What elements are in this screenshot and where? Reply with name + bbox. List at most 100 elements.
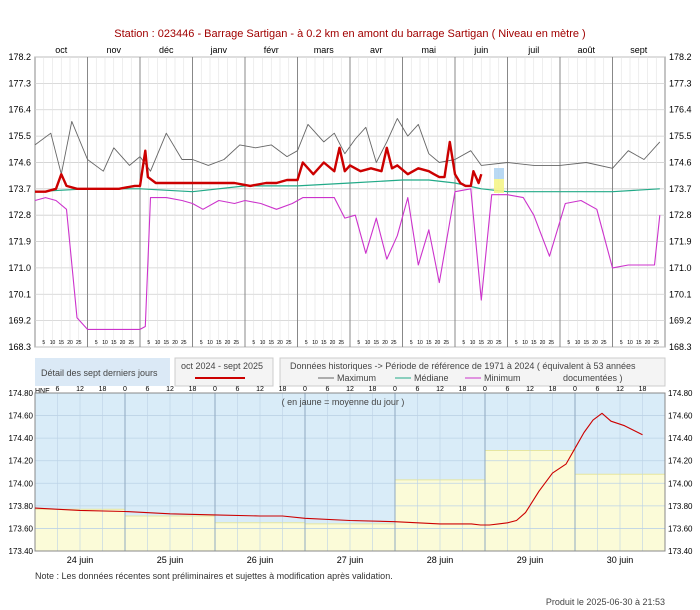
day-tick-label: 10 [207,340,213,346]
day-tick-label: 5 [567,340,570,346]
day-tick-label: 10 [365,340,371,346]
period-box [174,357,274,387]
day-tick-label: 25 [233,340,239,346]
hour-label: 18 [279,386,287,393]
day-tick-label: 20 [120,340,126,346]
month-label: mars [314,45,334,55]
day-tick-label: 20 [67,340,73,346]
month-labels: oct nov déc janv févr mars avr mai juin juil août s… [55,45,648,55]
month-label: nov [106,45,121,55]
hne-label: HNE [35,388,50,395]
detail-y-tick-right: 173.80 [668,502,693,511]
annual-y-tick-right: 176.4 [669,105,692,115]
day-tick-label: 5 [305,340,308,346]
day-tick-label: 10 [470,340,476,346]
day-tick-label: 5 [515,340,518,346]
seven-days-label: Détail des sept derniers jours [41,368,158,378]
detail-y-tick-right: 173.40 [668,547,693,556]
detail-y-tick-left: 174.80 [9,389,34,398]
detail-y-tick-left: 174.60 [9,412,34,421]
annual-y-tick-right: 169.2 [669,316,692,326]
detail-y-tick-left: 174.00 [9,479,34,488]
day-tick-label: 20 [277,340,283,346]
produced-stamp: Produit le 2025-06-30 à 21:53 [546,597,665,607]
hour-label: 0 [213,386,217,393]
hour-label: 18 [189,386,197,393]
hour-label: 12 [346,386,354,393]
detail-y-tick-right: 173.60 [668,524,693,533]
detail-y-tick-left: 173.40 [9,547,34,556]
annual-y-tick-left: 173.7 [8,184,31,194]
annual-y-tick-left: 172.8 [8,210,31,220]
day-labels: 24 juin 25 juin 26 juin 27 juin 28 juin 29 ju… [67,555,634,565]
hour-label: 18 [369,386,377,393]
annual-y-tick-right: 175.5 [669,131,692,141]
hour-label: 18 [639,386,647,393]
day-tick-label: 5 [200,340,203,346]
day-tick-label: 25 [286,340,292,346]
annual-chart: oct nov déc janv févr mars avr mai juin juil août s… [8,45,691,352]
day-tick-label: 15 [373,340,379,346]
hour-label: 6 [326,386,330,393]
day-label: 28 juin [427,555,454,565]
seven-days-box [35,358,170,386]
detail-series-niveau [34,412,643,526]
day-tick-label: 25 [653,340,659,346]
day-tick-label: 20 [540,340,546,346]
day-tick-label: 5 [620,340,623,346]
detail-series [34,412,643,526]
annual-y-tick-left: 174.6 [8,157,31,167]
annual-y-tick-left: 170.1 [8,289,31,299]
detail-y-tick-right: 174.40 [668,434,693,443]
annual-y-tick-left: 178.2 [8,52,31,62]
hour-label: 6 [506,386,510,393]
detail-y-axis-left: 174.80 174.60 174.40 174.20 174.00 173.80 173.… [9,389,34,556]
hour-label: 6 [236,386,240,393]
hour-label: 0 [123,386,127,393]
day-tick-label: 10 [417,340,423,346]
detail-y-tick-right: 174.80 [668,389,693,398]
day-tick-label: 25 [443,340,449,346]
detail-y-tick-left: 174.40 [9,434,34,443]
hour-label: 0 [303,386,307,393]
day-tick-label: 15 [268,340,274,346]
day-tick-label: 20 [330,340,336,346]
month-label: juin [473,45,488,55]
month-label: juil [527,45,539,55]
hour-label: 6 [56,386,60,393]
detail-y-tick-left: 173.60 [9,524,34,533]
hour-label: 18 [99,386,107,393]
hour-label: 18 [549,386,557,393]
day-label: 25 juin [157,555,184,565]
annual-series [34,118,661,330]
minimum-legend-label: Minimum [484,373,521,383]
annual-y-axis-right: 178.2 177.3 176.4 175.5 174.6 173.7 172.8 171.9… [669,52,692,352]
series-m-diane [34,179,660,193]
day-tick-label: 10 [627,340,633,346]
chart-title: Station : 023446 - Barrage Sartigan - à … [114,28,585,40]
month-label: févr [264,45,279,55]
annual-y-tick-left: 169.2 [8,316,31,326]
detail-y-axis-right: 174.80 174.60 174.40 174.20 174.00 173.80 173.… [668,389,693,556]
annual-grid [35,56,665,348]
day-tick-label: 25 [338,340,344,346]
day-tick-label: 20 [172,340,178,346]
day-tick-label: 25 [496,340,502,346]
hour-label: 12 [76,386,84,393]
daily-mean-note: ( en jaune = moyenne du jour ) [282,397,405,407]
legend: Détail des sept derniers jours oct 2024 … [35,357,666,387]
day-tick-label: 20 [382,340,388,346]
preliminary-note: Note : Les données récentes sont prélimi… [35,571,393,581]
day-label: 24 juin [67,555,94,565]
day-tick-labels: 5 10 15 20 25 5 10 15 20 25 5 10 15 20 25 5 10 15 20 25 5 10 1… [42,340,659,346]
day-tick-label: 10 [522,340,528,346]
day-tick-label: 5 [462,340,465,346]
annual-y-tick-left: 176.4 [8,105,31,115]
current-week-marker [494,168,504,179]
day-tick-label: 10 [575,340,581,346]
detail-y-tick-left: 173.80 [9,502,34,511]
day-label: 27 juin [337,555,364,565]
day-tick-label: 25 [76,340,82,346]
hour-label: 12 [616,386,624,393]
